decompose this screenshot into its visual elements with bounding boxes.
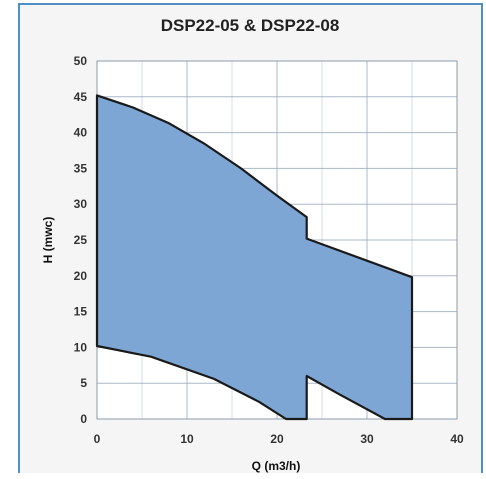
x-tick-label: 20 [270, 432, 284, 446]
y-axis-label: H (mwc) [41, 217, 55, 264]
y-tick-label: 15 [74, 305, 88, 319]
y-tick-label: 10 [74, 340, 88, 354]
y-tick-label: 40 [74, 126, 88, 140]
x-tick-label: 0 [94, 432, 101, 446]
operating-area [95, 94, 414, 421]
y-tick-label: 35 [74, 161, 88, 175]
x-axis-label: Q (m3/h) [252, 459, 301, 473]
y-tick-label: 30 [74, 197, 88, 211]
x-tick-label: 40 [450, 432, 464, 446]
y-tick-label: 0 [80, 412, 87, 426]
x-axis-ticks: 0 10 20 30 40 [94, 432, 464, 446]
y-axis-ticks: 0 5 10 15 20 25 30 35 40 45 50 [74, 54, 88, 426]
y-tick-label: 20 [74, 269, 88, 283]
x-tick-label: 10 [180, 432, 194, 446]
y-tick-label: 5 [80, 376, 87, 390]
y-tick-label: 50 [74, 54, 88, 68]
y-tick-label: 25 [74, 233, 88, 247]
chart-title: DSP22-05 & DSP22-08 [161, 16, 340, 35]
y-tick-label: 45 [74, 90, 88, 104]
x-tick-label: 30 [360, 432, 374, 446]
